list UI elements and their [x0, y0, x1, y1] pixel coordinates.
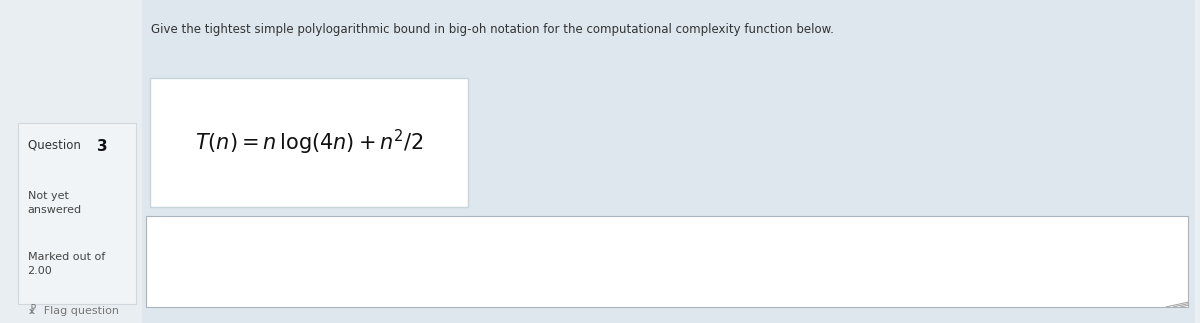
Text: Not yet
answered: Not yet answered	[28, 191, 82, 214]
FancyBboxPatch shape	[18, 123, 136, 304]
FancyBboxPatch shape	[146, 216, 1188, 307]
Text: ☧  Flag question: ☧ Flag question	[28, 304, 119, 316]
FancyBboxPatch shape	[150, 78, 468, 207]
Text: 3: 3	[97, 139, 108, 154]
Text: Give the tightest simple polylogarithmic bound in big-oh notation for the comput: Give the tightest simple polylogarithmic…	[151, 23, 834, 36]
Text: Question: Question	[28, 139, 84, 152]
Text: $T(n) = n\,\log(4n) + n^2/2$: $T(n) = n\,\log(4n) + n^2/2$	[194, 128, 424, 157]
Text: Marked out of
2.00: Marked out of 2.00	[28, 252, 104, 276]
FancyBboxPatch shape	[142, 0, 1195, 323]
